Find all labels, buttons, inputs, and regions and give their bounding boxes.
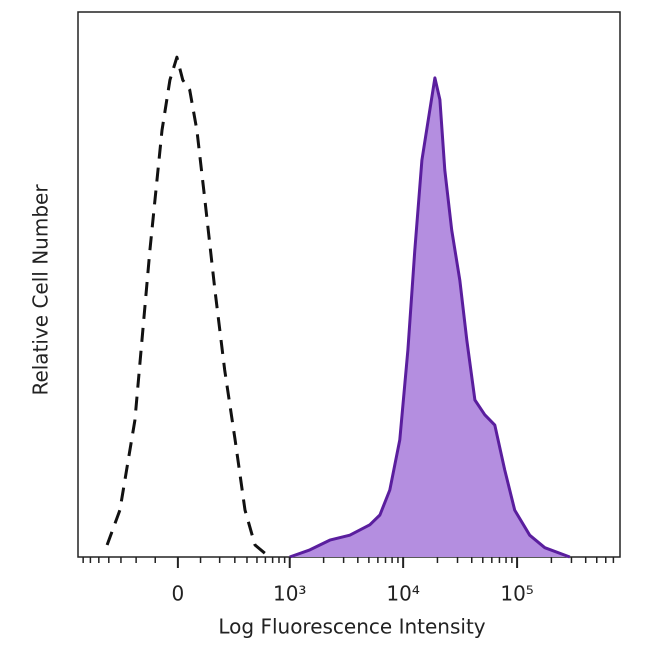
x-tick-label: 10⁴	[386, 582, 419, 606]
x-tick-label: 0	[172, 582, 185, 606]
x-tick-label: 10⁵	[500, 582, 533, 606]
line	[105, 55, 266, 555]
x-tick-label: 10³	[273, 582, 306, 606]
line	[289, 76, 571, 559]
x-axis-label: Log Fluorescence Intensity	[218, 615, 485, 639]
area	[289, 77, 570, 558]
plot-frame	[77, 11, 621, 558]
y-axis-label: Relative Cell Number	[29, 184, 53, 396]
